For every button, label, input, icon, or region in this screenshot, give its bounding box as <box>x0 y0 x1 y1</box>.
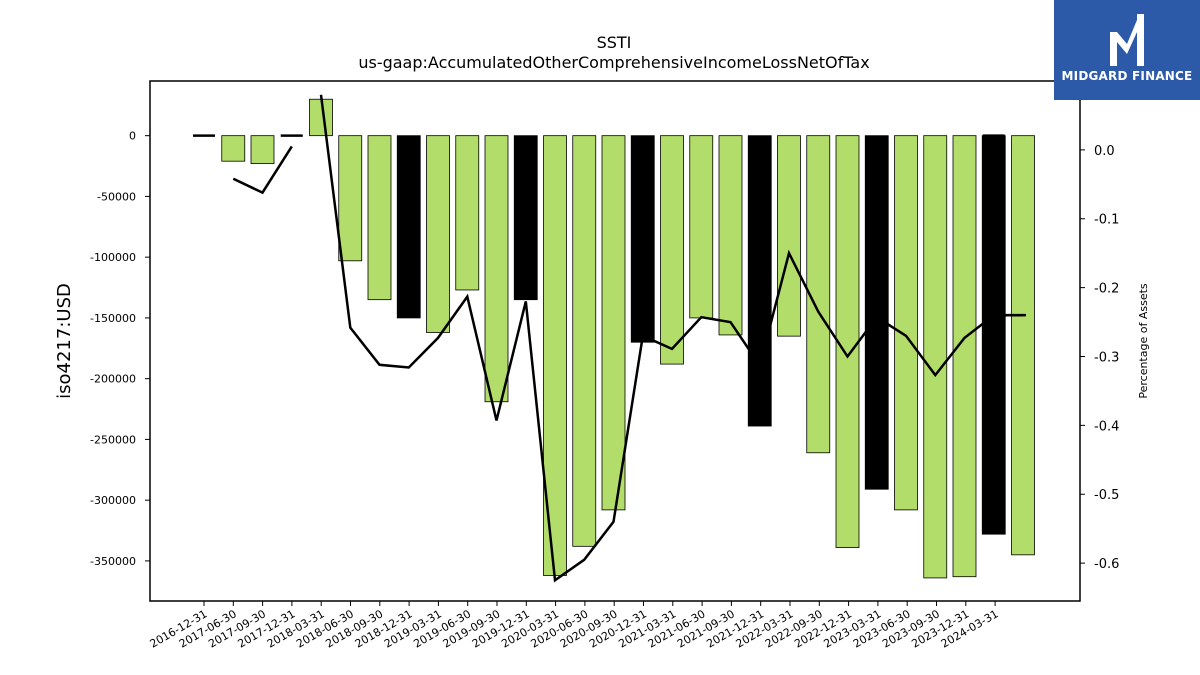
bar <box>1011 135 1035 556</box>
chart-title: SSTI <box>597 33 632 52</box>
y2-tick-label: -0.1 <box>1094 213 1119 228</box>
bar <box>601 135 626 511</box>
bar <box>250 135 275 165</box>
y2-tick-label: -0.4 <box>1094 419 1119 434</box>
pct-of-assets-line <box>232 94 1023 583</box>
bar <box>513 135 538 301</box>
bar <box>806 135 831 454</box>
bar <box>484 135 509 403</box>
bar <box>894 135 918 511</box>
bar <box>777 135 801 337</box>
bar <box>221 135 246 162</box>
y-axis-label: iso4217:USD <box>54 283 75 399</box>
bar <box>981 135 1006 535</box>
y-tick-label: -150000 <box>90 312 136 325</box>
bar <box>835 135 860 548</box>
bar <box>396 135 421 319</box>
bar <box>426 135 450 333</box>
bar <box>718 135 743 336</box>
y-tick-label: -300000 <box>90 494 136 507</box>
y2-tick-label: -0.2 <box>1094 282 1119 297</box>
y-tick-label: -100000 <box>90 251 136 264</box>
bar <box>367 135 392 301</box>
bar <box>864 135 889 490</box>
y-tick-label: 0 <box>129 130 136 143</box>
y2-axis-label: Percentage of Assets <box>1137 283 1150 399</box>
logo-mark-icon <box>1110 14 1144 66</box>
chart-subtitle: us-gaap:AccumulatedOtherComprehensiveInc… <box>358 53 869 72</box>
bar <box>455 135 480 291</box>
bar <box>572 135 597 547</box>
y2-tick-label: -0.5 <box>1094 488 1119 503</box>
y-tick-label: -350000 <box>90 555 136 568</box>
y-tick-label: -50000 <box>97 190 136 203</box>
y2-tick-label: 0.0 <box>1094 144 1115 159</box>
logo-text: MIDGARD FINANCE <box>1061 69 1193 83</box>
bar <box>747 135 772 427</box>
y2-tick-label: -0.3 <box>1094 350 1119 365</box>
bar <box>660 135 684 365</box>
bar <box>338 135 363 262</box>
plot-frame <box>149 80 1081 602</box>
y-tick-label: -200000 <box>90 373 136 386</box>
bar <box>689 135 714 319</box>
bar <box>952 135 977 578</box>
bar <box>923 135 948 579</box>
midgard-finance-logo: MIDGARD FINANCE <box>1054 0 1200 100</box>
bar <box>630 135 655 343</box>
y2-tick-label: -0.6 <box>1094 557 1119 572</box>
y-tick-label: -250000 <box>90 433 136 446</box>
